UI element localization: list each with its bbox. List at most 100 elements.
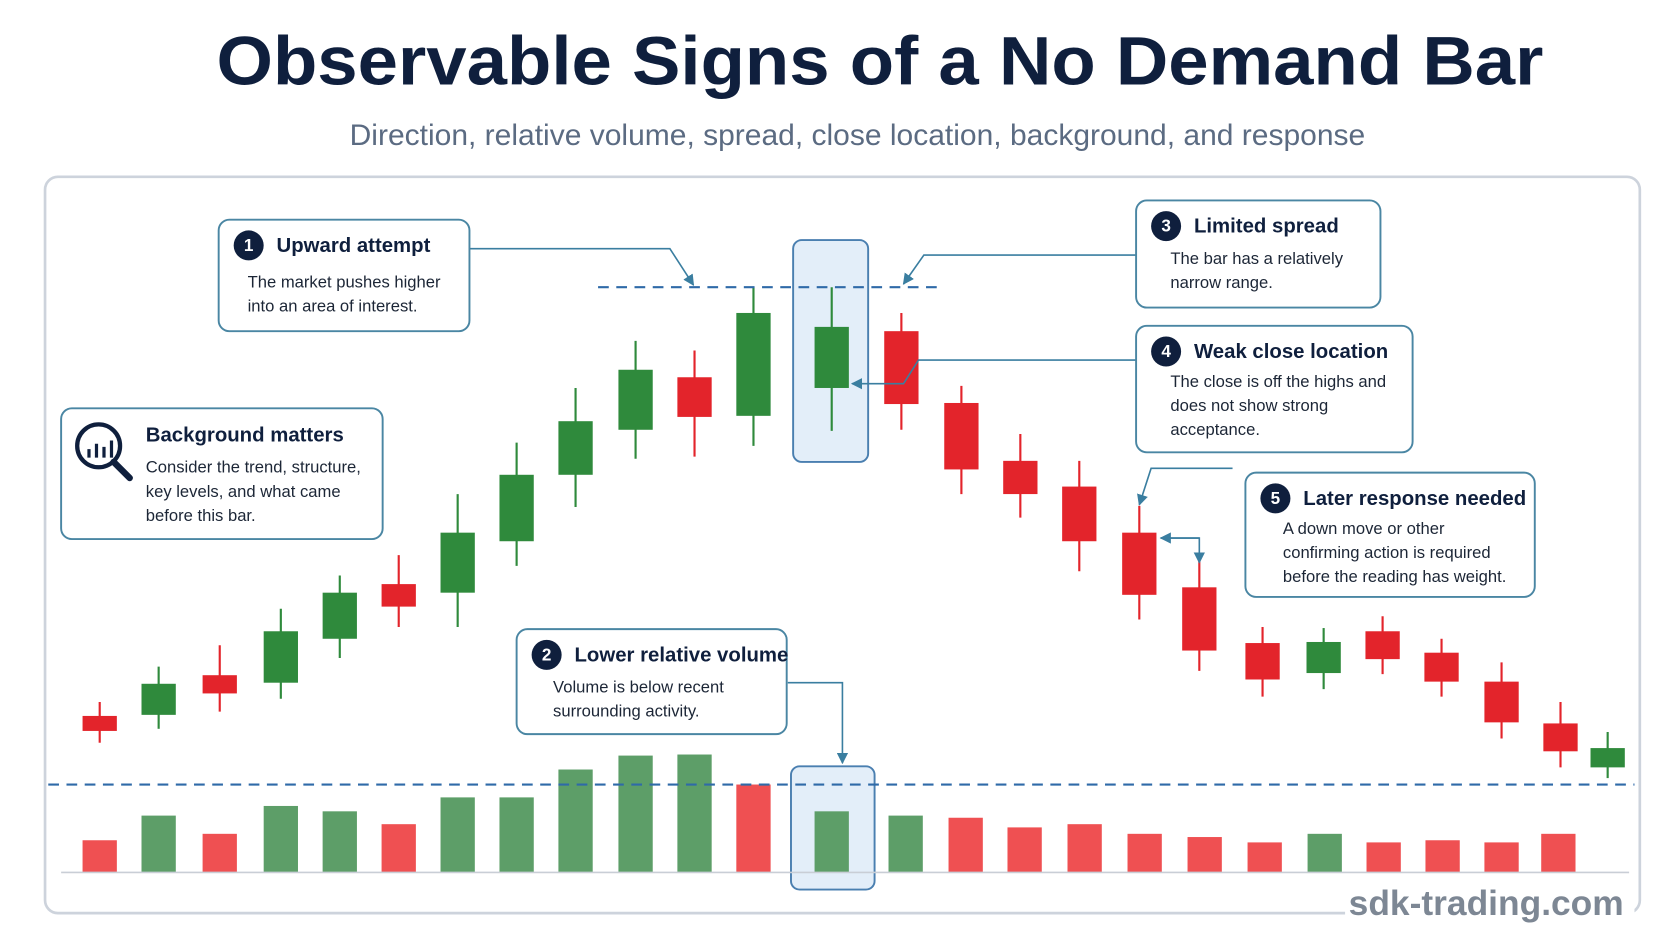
volume-bar (814, 811, 849, 873)
icon-bars (87, 440, 114, 458)
callout-badge (1151, 211, 1182, 242)
callout-title: Background matters (146, 425, 344, 447)
volume-bar (141, 815, 176, 873)
callout-badge (233, 230, 264, 261)
callout-title: Weak close location (1194, 341, 1388, 363)
volume-bar (677, 754, 712, 873)
candle (558, 421, 593, 475)
frame (43, 175, 1642, 915)
volume-bar (888, 815, 923, 873)
callout-text: narrow range. (1170, 273, 1272, 292)
volume-bar (1247, 842, 1282, 873)
callout-number: 2 (542, 644, 552, 664)
callout-box (1244, 471, 1536, 598)
callout-text: surrounding activity. (553, 702, 699, 721)
candle (499, 474, 534, 542)
callout-badge (1151, 336, 1182, 367)
callout-text: confirming action is required (1283, 543, 1491, 562)
callout-badge (531, 639, 562, 670)
candle (322, 592, 357, 639)
callout-text: does not show strong (1170, 396, 1328, 415)
callout-box (1135, 324, 1414, 454)
callout-text: Consider the trend, structure, (146, 458, 361, 477)
candle (944, 402, 979, 470)
callout-number: 3 (1161, 216, 1171, 236)
volume-bar (948, 817, 983, 873)
volume-bar (1425, 840, 1460, 873)
volume-bar (82, 840, 117, 873)
callout-number: 1 (244, 235, 254, 255)
volume-bar (558, 769, 593, 873)
leader-line (1137, 467, 1233, 506)
candle (141, 683, 176, 715)
candle (1590, 748, 1625, 768)
watermark-bg (1345, 884, 1635, 928)
candle (1424, 652, 1459, 682)
volume-bar (1541, 833, 1576, 873)
callout-text: key levels, and what came (146, 482, 341, 501)
volume-bar (499, 797, 534, 873)
candle (381, 584, 416, 607)
candle (736, 312, 771, 416)
leader-line (902, 254, 1137, 285)
callout-number: 5 (1271, 488, 1281, 508)
callout-box (60, 407, 384, 541)
candle (618, 369, 653, 430)
callout-text: Volume is below recent (553, 677, 724, 696)
candle (202, 675, 237, 694)
volume-bar (381, 824, 416, 873)
title: Observable Signs of a No Demand Bar (217, 23, 1544, 100)
icon-lens (75, 422, 123, 470)
volume-bar (736, 784, 771, 873)
volume-bar (202, 833, 237, 873)
candle (1182, 587, 1217, 651)
callout-text: acceptance. (1170, 420, 1260, 439)
candle (814, 326, 849, 388)
callout-text: into an area of interest. (248, 296, 418, 315)
leader-line (787, 681, 849, 765)
callout-text: A down move or other (1283, 519, 1445, 538)
icon-handle (110, 458, 133, 482)
subtitle: Direction, relative volume, spread, clos… (350, 119, 1366, 152)
callout-text: The bar has a relatively (1170, 249, 1343, 268)
volume-bar (1067, 824, 1102, 873)
leader-line (1160, 537, 1205, 564)
callout-box (217, 218, 471, 333)
volume-bar (1307, 833, 1342, 873)
watermark: sdk-trading.com (1349, 884, 1624, 923)
volume-bar (1366, 842, 1401, 873)
chart-area (48, 239, 1635, 891)
callout-title: Lower relative volume (574, 644, 788, 666)
volume-bar (1127, 833, 1162, 873)
callouts: 1 Upward attempt The market pushes higher i… (60, 199, 1536, 765)
callout-title: Later response needed (1303, 488, 1526, 510)
candle (1122, 532, 1157, 595)
callout-title: Limited spread (1194, 216, 1339, 238)
volume-bar (263, 805, 298, 873)
callout-box (1135, 199, 1382, 309)
callout-text: before the reading has weight. (1283, 567, 1506, 586)
leader-line (469, 247, 695, 287)
candle (1245, 643, 1280, 680)
volume-bar (1187, 837, 1222, 873)
candle (1062, 486, 1097, 542)
callout-title: Upward attempt (277, 235, 431, 257)
leader-line (850, 359, 1137, 390)
callout-number: 4 (1161, 341, 1171, 361)
volume-bar (322, 811, 357, 873)
candle (1365, 631, 1400, 660)
volume-bar (618, 755, 653, 873)
candle (1484, 681, 1519, 723)
candle (1543, 723, 1578, 752)
volume-bar (1007, 827, 1042, 873)
volume-bar (440, 797, 475, 873)
callout-badge (1260, 483, 1291, 514)
candle (82, 715, 117, 731)
candle (677, 377, 712, 417)
candle (1003, 460, 1038, 495)
candle (263, 631, 298, 683)
candle (1306, 641, 1341, 674)
callout-text: The market pushes higher (248, 272, 441, 291)
volume-bar (1484, 842, 1519, 873)
